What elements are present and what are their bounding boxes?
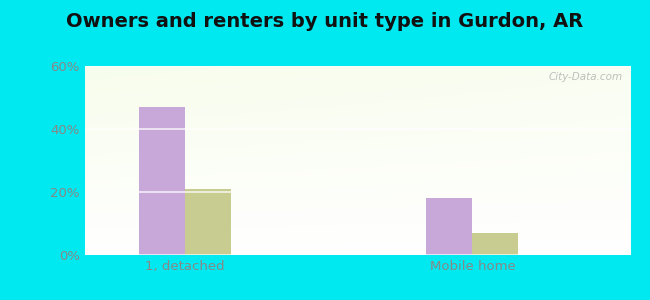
Bar xyxy=(426,198,473,255)
Bar xyxy=(139,107,185,255)
Bar xyxy=(185,189,231,255)
Text: City-Data.com: City-Data.com xyxy=(548,72,622,82)
Text: Owners and renters by unit type in Gurdon, AR: Owners and renters by unit type in Gurdo… xyxy=(66,12,584,31)
Bar xyxy=(473,233,519,255)
